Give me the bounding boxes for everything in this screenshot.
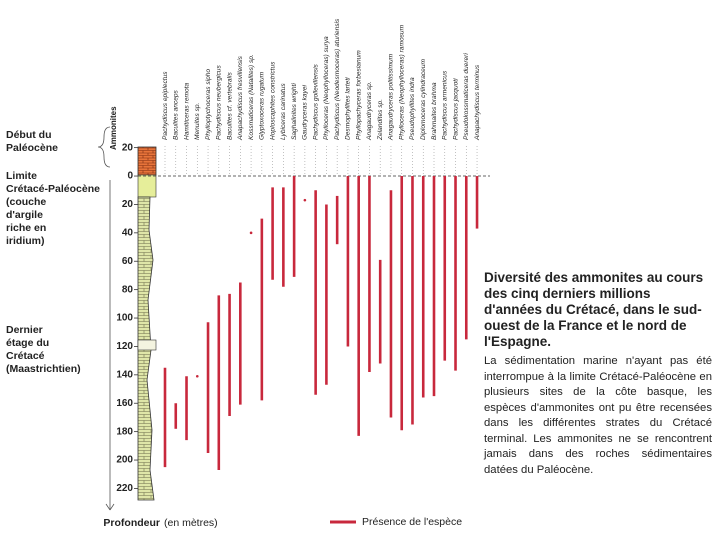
- species-label: Baculites cf. vertebralis: [226, 72, 233, 140]
- species-label: Pachydiscus jacquoti: [452, 78, 459, 140]
- species-label: Baculites anceps: [173, 89, 180, 140]
- species-label: Pachydiscus gollevillensis: [312, 63, 319, 140]
- column-label: Ammonites: [109, 106, 118, 150]
- y-tick-label: 20: [122, 199, 134, 210]
- species-label: Phylloceras (Neophylloceras) ramosum: [398, 24, 405, 140]
- species-label: Lybiceras carinatus: [280, 83, 287, 140]
- side-label: Limite Crétacé-Paléocène (couche d'argile ri…: [6, 170, 100, 247]
- side-label: Dernier étage du Crétacé (Maastrichtien): [6, 324, 81, 375]
- species-label: Pachydiscus neubergicus: [216, 65, 223, 140]
- species-label: Glyptoxoceras rugatum: [259, 71, 266, 140]
- species-label: Menuites sp.: [194, 102, 201, 140]
- species-label: Phyllopachyceras forbesianum: [355, 50, 362, 140]
- y-tick-label: 200: [116, 455, 133, 466]
- marl-band: [137, 339, 157, 351]
- y-tick-label: 20: [122, 142, 134, 153]
- y-tick-label: 0: [127, 171, 133, 182]
- y-tick-label: 60: [122, 256, 134, 267]
- y-tick-label: 100: [116, 313, 133, 324]
- y-tick-label: 220: [116, 483, 133, 494]
- species-label: Anapachydiscus terminus: [474, 64, 481, 141]
- presence-point: [249, 231, 253, 235]
- side-label: Début du Paléocène: [6, 129, 58, 154]
- species-label: Anapachydiscus fresvillensis: [237, 55, 244, 141]
- species-label: Zelandites sp.: [377, 99, 384, 141]
- species-label: Desmophyllites larteti: [345, 77, 352, 140]
- y-tick-label: 160: [116, 398, 133, 409]
- caption-title: Diversité des ammonites au cours des cin…: [484, 270, 704, 349]
- species-label: Anagaudryceras sp.: [366, 81, 373, 141]
- species-label: Hoploscaphites constrictus: [269, 61, 276, 140]
- species-label: Pachydiscus armenicus: [442, 70, 449, 140]
- clay-layer: [137, 174, 157, 198]
- y-tick-label: 180: [116, 426, 133, 437]
- species-label: Phylloceras (Neophylloceras) surya: [323, 36, 330, 140]
- species-label: Anagaudryceras politissimum: [388, 53, 395, 141]
- presence-point: [303, 198, 307, 202]
- axis-unit: (en mètres): [164, 517, 218, 529]
- species-label: Phylloptychoceras sipho: [205, 69, 212, 140]
- y-tick-label: 120: [116, 341, 133, 352]
- bracket: [97, 126, 111, 168]
- y-tick-label: 80: [122, 284, 134, 295]
- axis-label: Profondeur: [103, 517, 160, 529]
- legend-label: Présence de l'espèce: [362, 516, 462, 528]
- paleocene-layer: [137, 146, 157, 176]
- species-label: Saghalinites wrighti: [291, 83, 298, 140]
- species-label: Pachydiscus (Neodesmoceras) aturiensis: [334, 18, 341, 140]
- species-label: Pseudophyllites indra: [409, 77, 416, 140]
- caption-text: La sédimentation marine n'ayant pas été …: [484, 355, 712, 476]
- caption: Diversité des ammonites au cours des cin…: [484, 270, 712, 478]
- species-label: Hamiticeras remota: [183, 83, 190, 140]
- axis-arrow: [105, 503, 115, 511]
- y-tick-label: 40: [122, 227, 134, 238]
- species-label: Pachydiscus epiplectus: [162, 71, 169, 140]
- species-label: Diplomoceras cylindraceum: [420, 59, 427, 140]
- presence-point: [195, 374, 199, 378]
- species-label: Brahmaites brahma: [431, 82, 438, 140]
- species-label: Kossmaticeras (Natalites) sp.: [248, 54, 255, 140]
- species-label: Pseudokossmaticeras duereri: [463, 53, 470, 140]
- y-tick-label: 140: [116, 369, 133, 380]
- species-label: Gaudryceras kayei: [302, 84, 309, 140]
